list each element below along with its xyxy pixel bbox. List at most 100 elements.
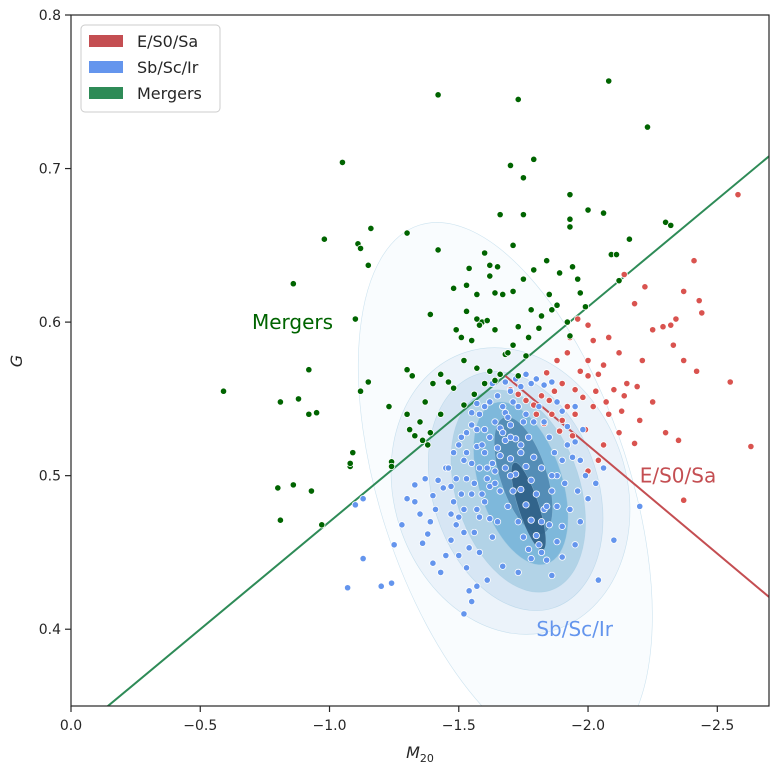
point-e-s0-sa <box>726 378 734 386</box>
point-e-s0-sa <box>693 367 701 375</box>
point-mergers <box>553 301 561 309</box>
point-sb-sc-ir <box>493 444 502 452</box>
x-axis: 0.0 −0.5 −1.0 −1.5 −2.0 −2.5 <box>60 706 734 734</box>
point-sb-sc-ir <box>468 597 476 606</box>
point-sb-sc-ir <box>527 379 535 388</box>
point-mergers <box>527 306 535 314</box>
point-mergers <box>519 211 528 219</box>
point-sb-sc-ir <box>548 378 556 386</box>
point-mergers <box>403 410 411 418</box>
y-tick-label: 0.6 <box>39 315 61 331</box>
point-mergers <box>421 398 429 406</box>
point-sb-sc-ir <box>470 528 478 537</box>
point-e-s0-sa <box>610 386 618 394</box>
point-sb-sc-ir <box>496 452 504 460</box>
point-sb-sc-ir <box>566 505 574 514</box>
point-mergers <box>574 275 582 283</box>
point-sb-sc-ir <box>452 521 460 529</box>
point-sb-sc-ir <box>411 498 419 506</box>
point-sb-sc-ir <box>486 515 494 523</box>
point-mergers <box>434 91 442 99</box>
point-sb-sc-ir <box>444 464 453 472</box>
point-sb-sc-ir <box>540 418 548 426</box>
point-mergers <box>468 336 476 345</box>
point-sb-sc-ir <box>506 421 515 429</box>
point-sb-sc-ir <box>558 553 566 561</box>
point-e-s0-sa <box>563 349 571 357</box>
point-sb-sc-ir <box>486 482 494 491</box>
point-sb-sc-ir <box>517 485 525 494</box>
point-mergers <box>530 155 538 163</box>
point-sb-sc-ir <box>524 433 533 441</box>
y-axis-title: G <box>7 355 26 367</box>
point-e-s0-sa <box>747 442 755 451</box>
point-e-s0-sa <box>669 341 677 349</box>
point-sb-sc-ir <box>576 518 584 526</box>
point-mergers <box>493 263 502 271</box>
point-mergers <box>460 401 468 409</box>
point-e-s0-sa <box>636 416 644 424</box>
point-sb-sc-ir <box>434 476 442 484</box>
point-sb-sc-ir <box>563 441 571 449</box>
point-mergers <box>219 387 228 395</box>
point-e-s0-sa <box>690 257 698 265</box>
point-sb-sc-ir <box>517 383 525 391</box>
point-sb-sc-ir <box>537 548 546 557</box>
point-mergers <box>599 209 608 217</box>
point-sb-sc-ir <box>481 449 489 457</box>
point-sb-sc-ir <box>553 502 561 510</box>
point-sb-sc-ir <box>576 456 584 464</box>
point-e-s0-sa <box>661 429 670 437</box>
point-mergers <box>473 315 481 323</box>
point-mergers <box>450 384 458 392</box>
point-mergers <box>509 341 517 349</box>
point-e-s0-sa <box>568 432 577 440</box>
point-mergers <box>543 257 551 265</box>
scatter-points <box>219 77 755 618</box>
point-mergers <box>519 174 528 182</box>
point-mergers <box>312 409 321 417</box>
point-mergers <box>411 432 419 440</box>
point-sb-sc-ir <box>594 576 602 584</box>
point-mergers <box>305 410 313 418</box>
point-sb-sc-ir <box>537 464 546 472</box>
legend: E/S0/Sa Sb/Sc/Ir Mergers <box>80 24 221 113</box>
point-e-s0-sa <box>522 396 530 405</box>
point-mergers <box>470 390 478 398</box>
point-mergers <box>462 307 471 315</box>
point-sb-sc-ir <box>548 472 556 480</box>
point-mergers <box>486 261 494 269</box>
point-sb-sc-ir <box>610 536 618 544</box>
point-sb-sc-ir <box>535 541 543 549</box>
point-sb-sc-ir <box>568 453 577 461</box>
point-e-s0-sa <box>605 333 613 342</box>
point-sb-sc-ir <box>424 530 432 538</box>
point-sb-sc-ir <box>457 433 465 441</box>
point-mergers <box>563 318 571 326</box>
point-mergers <box>535 324 543 332</box>
legend-swatch-mergers <box>89 87 123 99</box>
point-sb-sc-ir <box>506 455 515 463</box>
point-e-s0-sa <box>584 372 592 380</box>
point-mergers <box>504 349 512 357</box>
point-e-s0-sa <box>695 297 703 305</box>
point-mergers <box>581 303 590 311</box>
point-e-s0-sa <box>672 315 680 323</box>
point-sb-sc-ir <box>359 495 367 503</box>
plot-frame <box>70 14 770 707</box>
legend-label-sb-sc-ir: Sb/Sc/Ir <box>137 58 199 77</box>
point-sb-sc-ir <box>506 433 515 441</box>
point-sb-sc-ir <box>519 418 528 426</box>
point-mergers <box>452 326 460 334</box>
point-sb-sc-ir <box>496 487 504 495</box>
point-e-s0-sa <box>579 393 587 401</box>
point-mergers <box>406 425 414 434</box>
point-mergers <box>519 275 528 283</box>
point-sb-sc-ir <box>387 579 396 587</box>
point-sb-sc-ir <box>468 459 476 467</box>
point-e-s0-sa <box>630 300 639 308</box>
point-mergers <box>643 123 652 131</box>
point-mergers <box>506 161 515 170</box>
point-e-s0-sa <box>576 367 584 375</box>
point-e-s0-sa <box>558 416 566 424</box>
